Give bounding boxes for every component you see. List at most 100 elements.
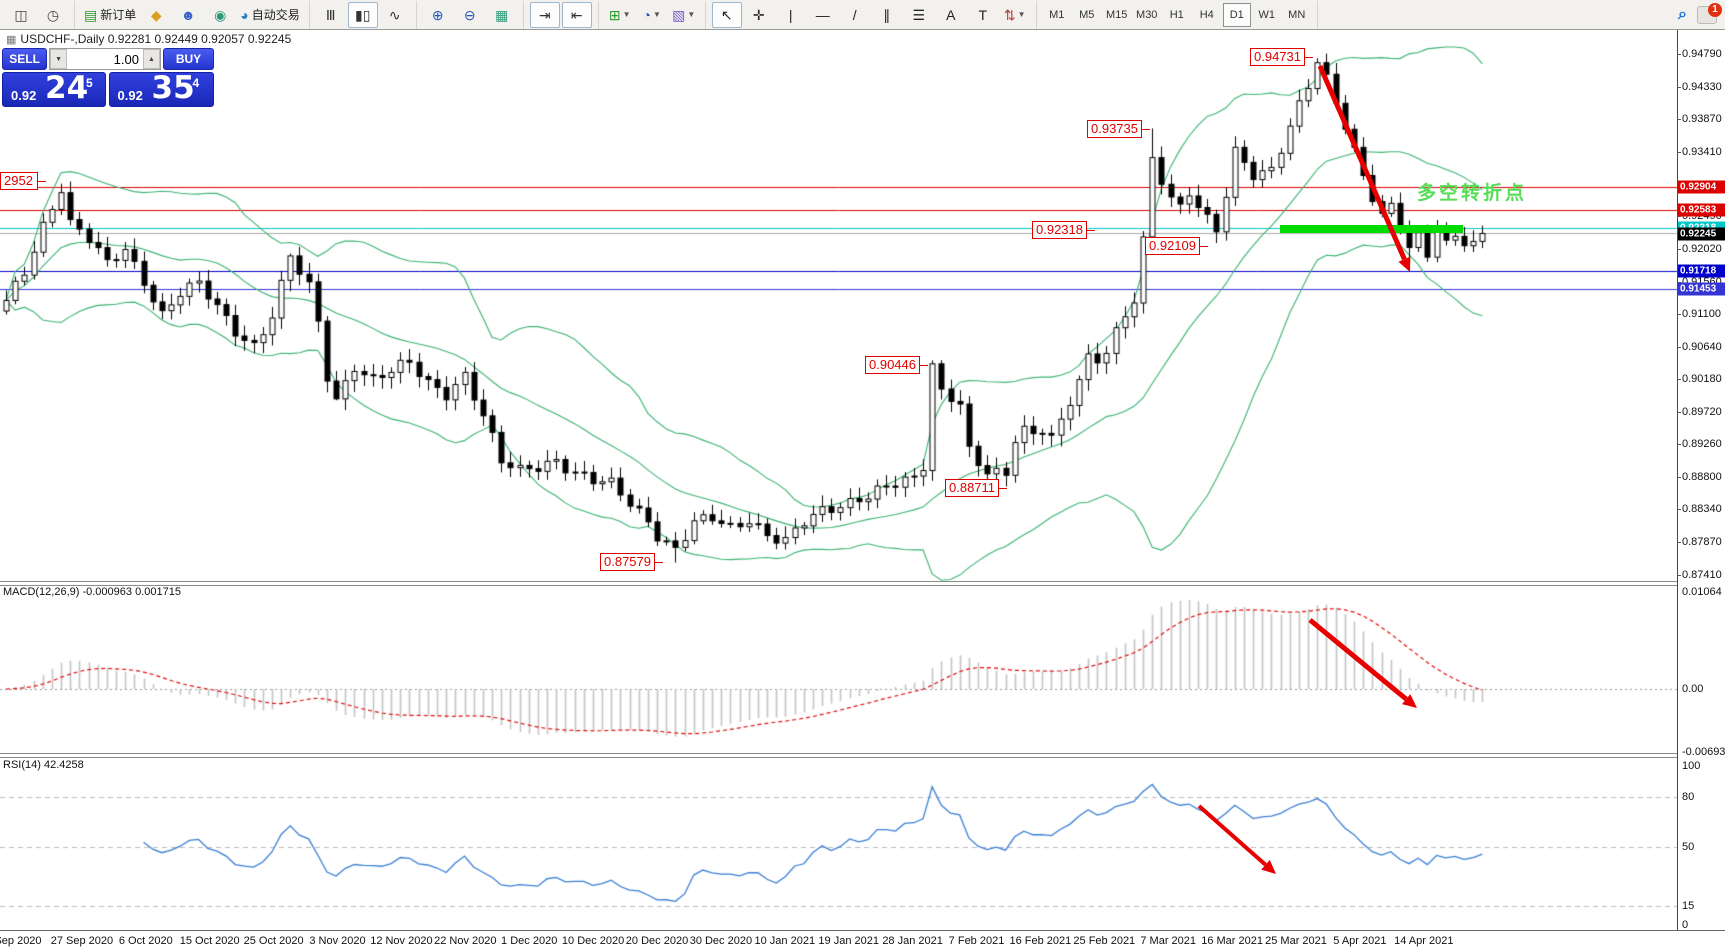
date-tick-label: 7 Feb 2021 [948,935,1005,947]
date-tick-label: 25 Mar 2021 [1265,935,1327,947]
timeframe-w1[interactable]: W1 [1258,8,1275,21]
fibonacci-icon: ☰ [912,6,926,23]
price-tick-label: 0.93410 [1677,146,1722,158]
swing-price-label[interactable]: 0.93735 [1087,120,1150,138]
swing-price-label[interactable]: 0.87579 [600,553,663,571]
zoom-out-button[interactable]: ⊖ [455,2,485,28]
one-click-trading-panel: SELL ▼ ▲ BUY 0.92 24 5 0.92 35 4 [2,48,214,107]
macd-pane-splitter[interactable] [0,581,1677,586]
zoom-in-icon: ⊕ [431,6,444,23]
date-tick-label: 3 Nov 2020 [309,935,366,947]
indicator-axis-label: 15 [1682,900,1695,912]
notifications-icon[interactable]: 1 [1697,2,1722,24]
chart-profiles-button[interactable]: ◷ [38,2,68,28]
new-chart-icon: ◫ [14,6,28,23]
indicators-add-icon: ⊞ [608,6,621,23]
indicator-axis-label: 0.00 [1682,683,1704,695]
bid-price-panel[interactable]: 0.92 24 5 [2,70,106,107]
auto-scroll-button[interactable]: ⇥ [529,1,560,28]
vertical-line-button[interactable]: | [776,2,806,28]
zoom-in-button[interactable]: ⊕ [423,2,453,28]
chart-shift-button[interactable]: ⇤ [561,1,592,28]
macd-indicator-label: MACD(12,26,9) -0.000963 0.001715 [3,586,181,598]
price-tick-label: 0.87410 [1677,569,1722,581]
price-tick-label: 0.92020 [1677,243,1722,255]
price-tick-label: 0.89260 [1677,438,1722,450]
line-chart-button[interactable]: ∿ [380,2,410,28]
trendline-button[interactable]: / [840,2,870,28]
volume-decrease-button[interactable]: ▼ [50,49,68,69]
cursor-button[interactable]: ↖ [711,1,742,28]
timeframe-group: M1 M5 M15 M30 H1 H4 D1 W1 MN [1037,0,1318,29]
candlestick-chart-icon: ▮▯ [355,6,371,23]
indicator-axis-label: 100 [1682,760,1701,772]
fibonacci-button[interactable]: ☰ [904,2,934,28]
buy-button[interactable]: BUY [162,48,214,70]
candlestick-chart-button[interactable]: ▮▯ [347,1,378,28]
price-tick-label: 0.94330 [1677,81,1722,93]
search-icon[interactable]: ⌕ [1678,5,1687,23]
ask-price-panel[interactable]: 0.92 35 4 [108,70,214,107]
rsi-indicator-label: RSI(14) 42.4258 [3,759,84,771]
sell-button[interactable]: SELL [2,48,48,70]
chevron-down-icon[interactable]: ▼ [653,10,661,19]
templates-button[interactable]: ▧ ▼ [669,2,699,28]
indicator-axis-label: 0 [1682,919,1689,931]
crosshair-button[interactable]: ✛ [744,2,774,28]
date-tick-label: 1 Dec 2020 [501,935,558,947]
indicators-add-button[interactable]: ⊞ ▼ [605,2,635,28]
tile-windows-button[interactable]: ▦ [487,2,517,28]
chevron-down-icon[interactable]: ▼ [622,10,631,19]
new-order-button[interactable]: ▤ 新订单 [81,2,139,28]
volume-increase-button[interactable]: ▲ [142,49,160,69]
templates-icon: ▧ [672,6,686,23]
swing-price-label[interactable]: 0.94731 [1250,48,1313,66]
support-resistance-zone[interactable] [1280,225,1463,233]
toolbar-group: Ⅲ ▮▯ ∿ [310,0,417,29]
periods-button[interactable]: ◔ ▼ [637,2,667,28]
swing-price-label[interactable]: 0.92109 [1145,237,1208,255]
swing-price-label[interactable]: 2952 [0,172,46,190]
arrows-button[interactable]: ⇅ ▼ [1000,2,1030,28]
notification-badge: 1 [1708,2,1722,17]
price-badge: 0.91453 [1678,282,1725,296]
timeframe-h4[interactable]: H4 [1199,8,1214,21]
chevron-down-icon[interactable]: ▼ [1017,10,1026,19]
volume-input[interactable] [67,50,143,68]
timeframe-h1[interactable]: H1 [1169,8,1184,21]
toolbar-group: ⇥ ⇤ [524,0,599,29]
rsi-pane-splitter[interactable] [0,753,1677,758]
toolbar-group: ⊞ ▼ ◔ ▼ ▧ ▼ [599,0,706,29]
signals-button[interactable]: ◉ [205,2,235,28]
autotrading-button[interactable]: ◕ 自动交易 [237,2,302,28]
price-tick-label: 0.88340 [1677,503,1722,515]
swing-price-label[interactable]: 0.90446 [865,356,928,374]
horizontal-line-icon: — [815,6,830,23]
price-tick-label: 0.89720 [1677,406,1722,418]
channel-button[interactable]: ∥ [872,2,902,28]
timeframe-d1[interactable]: D1 [1222,2,1251,27]
bar-chart-button[interactable]: Ⅲ [316,2,346,28]
bid-price-point: 5 [86,76,93,90]
timeframe-m5[interactable]: M5 [1079,8,1095,21]
timeframe-mn[interactable]: MN [1288,8,1306,21]
swing-price-label[interactable]: 0.88711 [945,479,1008,497]
chevron-down-icon[interactable]: ▼ [687,10,696,19]
swing-price-label[interactable]: 0.92318 [1032,221,1095,239]
styler-button[interactable]: ◆ [141,2,171,28]
volume-box: ▼ ▲ [49,48,161,70]
new-chart-button[interactable]: ◫ [6,2,36,28]
timeframe-m30[interactable]: M30 [1136,8,1158,21]
price-badge: 0.91718 [1678,264,1725,278]
date-tick-label: 10 Jan 2021 [754,935,816,947]
terminal-button[interactable]: ☻ [173,2,203,28]
timeframe-m1[interactable]: M1 [1049,8,1065,21]
line-chart-icon: ∿ [388,6,401,23]
label-button[interactable]: T [968,2,998,28]
text-button[interactable]: A [936,2,966,28]
indicator-axis-label: -0.006934 [1682,746,1725,758]
timeframe-m15[interactable]: M15 [1106,8,1128,21]
horizontal-line-button[interactable]: — [808,2,838,28]
